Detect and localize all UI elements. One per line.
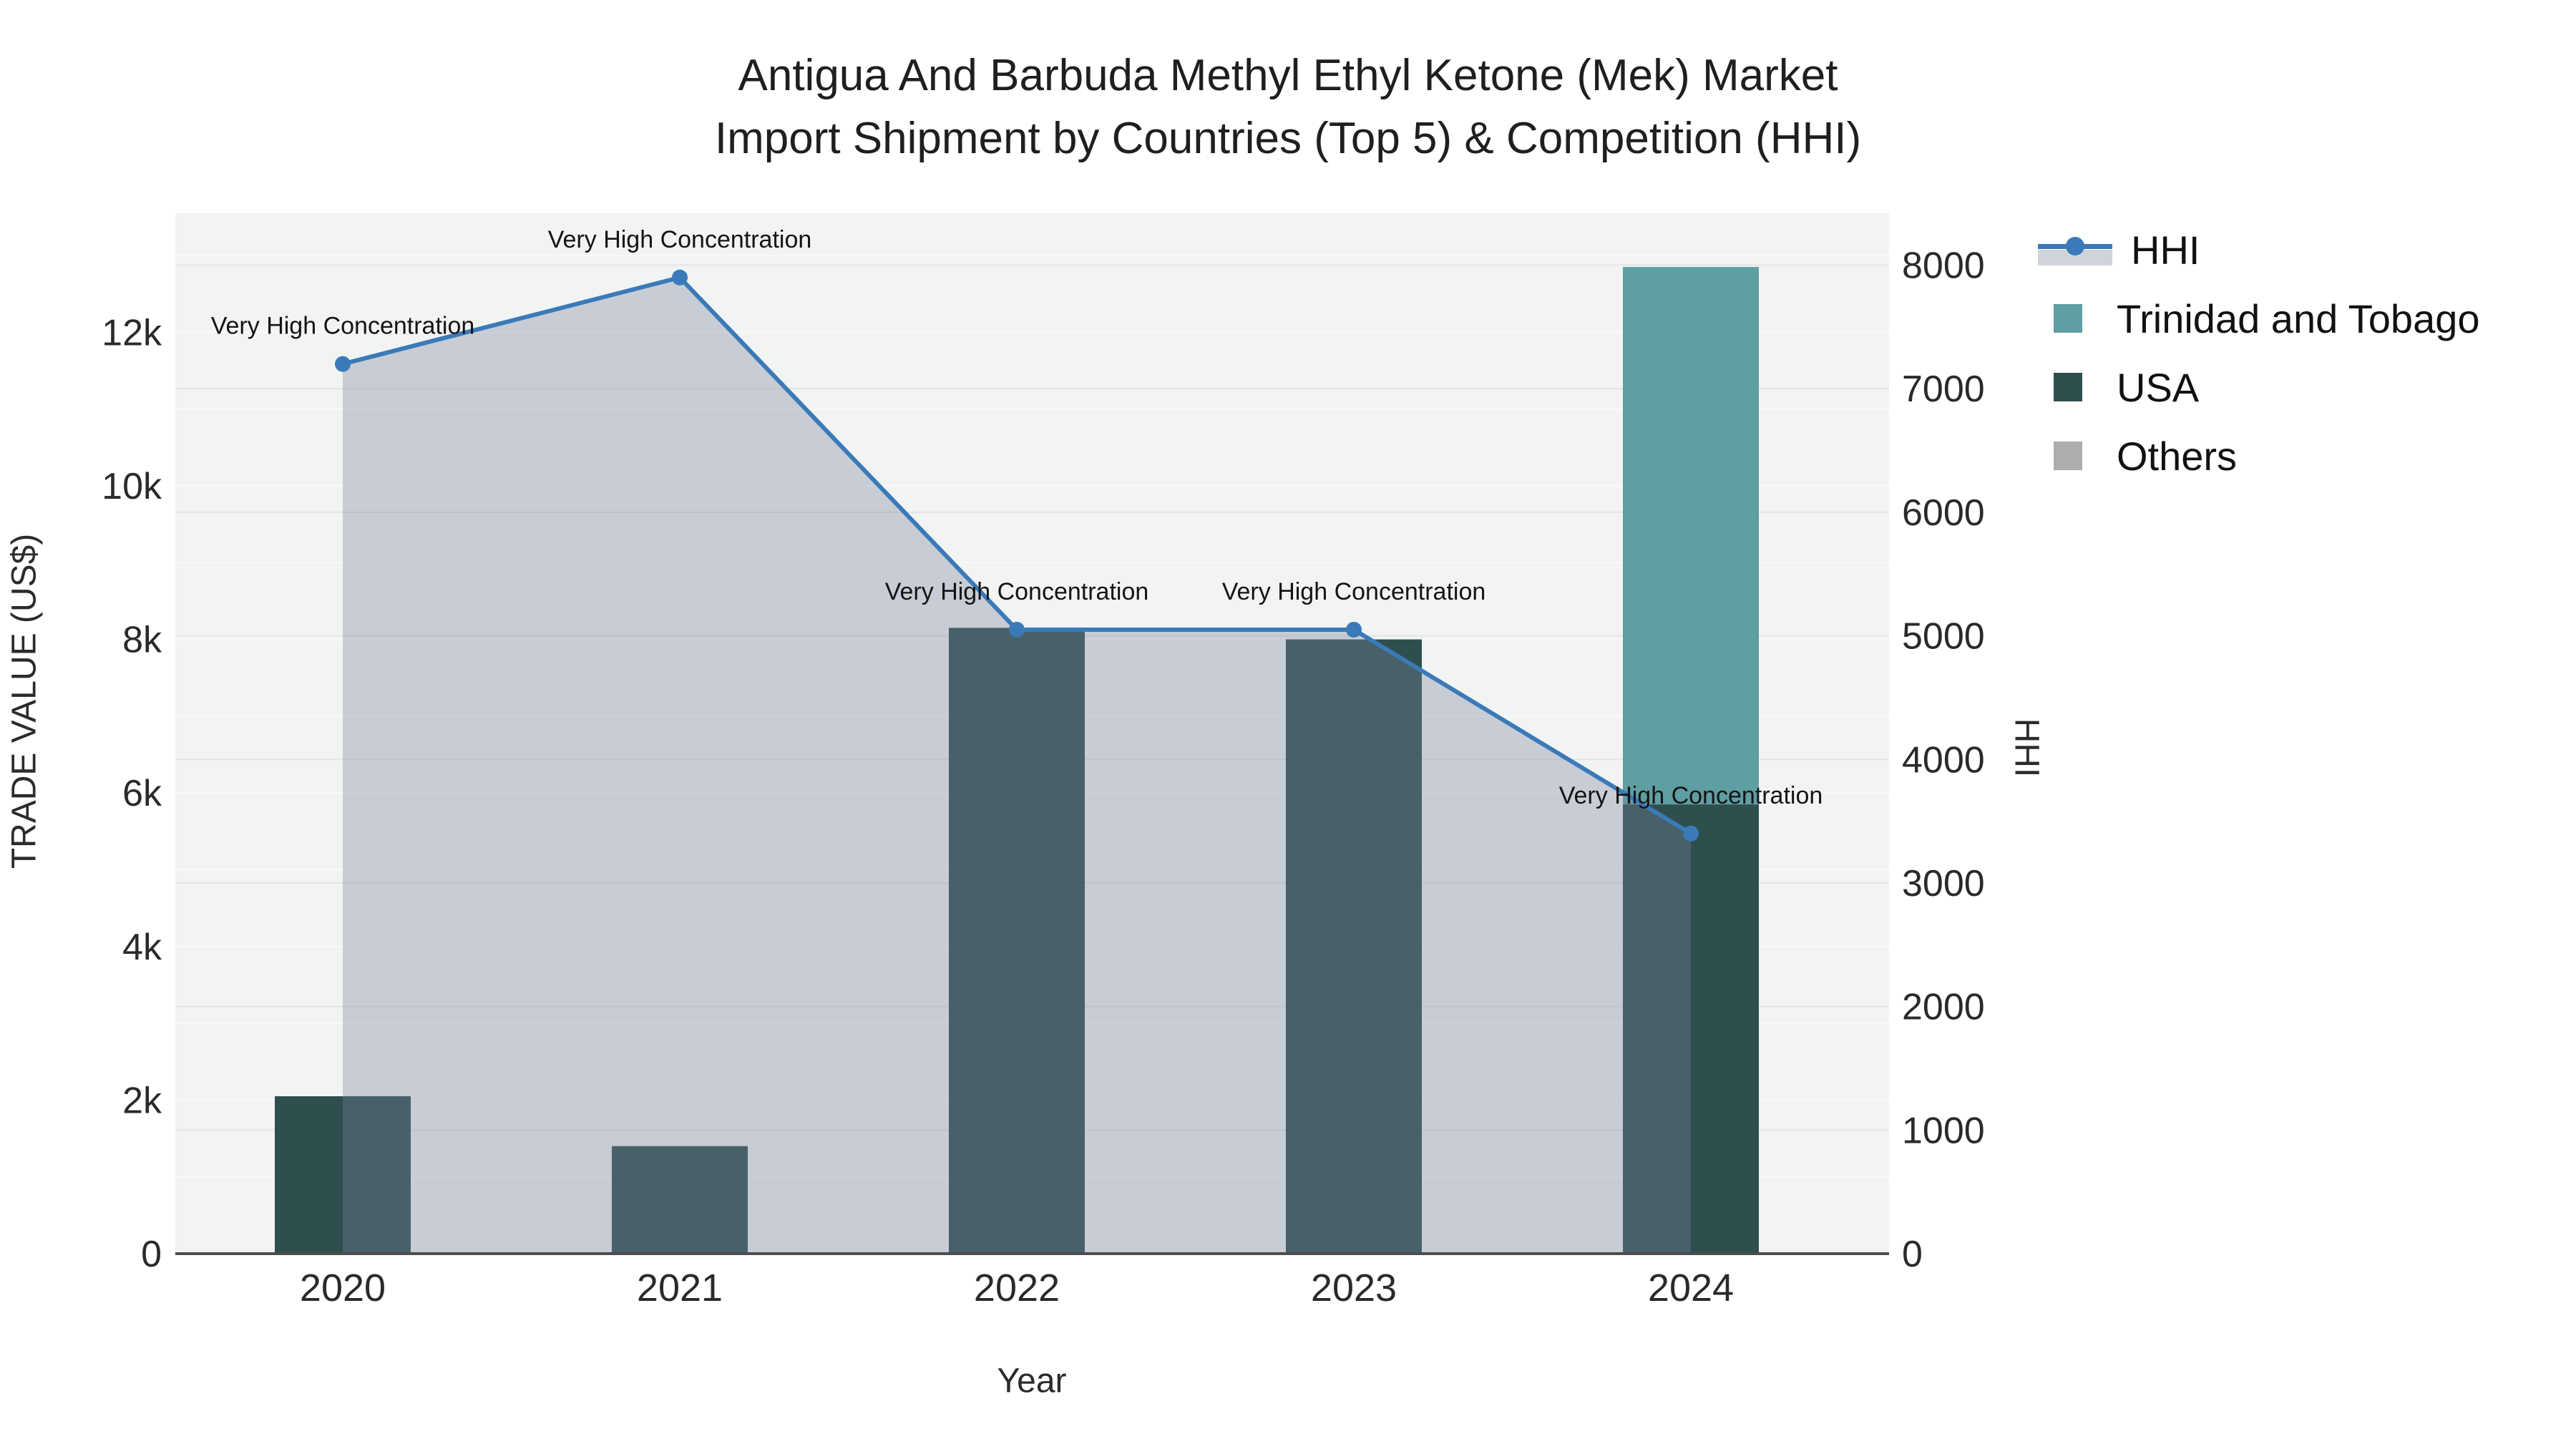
annotation-2024: Very High Concentration — [1559, 782, 1823, 809]
x-tick-label: 2020 — [300, 1267, 386, 1309]
hhi-marker-2024[interactable] — [1683, 825, 1699, 841]
legend-item-trinidad-and-tobago[interactable]: Trinidad and Tobago — [2038, 295, 2480, 342]
y-right-tick-label: 0 — [1902, 1234, 1923, 1275]
trinidad-swatch — [2054, 304, 2082, 333]
annotation-2023: Very High Concentration — [1222, 578, 1486, 605]
legend-item-hhi[interactable]: HHI — [2038, 226, 2480, 273]
annotation-2022: Very High Concentration — [885, 578, 1149, 605]
others-swatch — [2054, 441, 2082, 470]
hhi-marker-2020[interactable] — [335, 356, 351, 372]
usa-swatch — [2054, 373, 2082, 401]
legend-label: HHI — [2131, 227, 2200, 273]
y-left-tick-label: 6k — [122, 773, 162, 814]
x-axis-title: Year — [997, 1362, 1067, 1400]
hhi-marker-2022[interactable] — [1009, 621, 1025, 638]
chart-title-line1: Antigua And Barbuda Methyl Ethyl Ketone … — [738, 51, 1838, 100]
chart-title-line2: Import Shipment by Countries (Top 5) & C… — [714, 114, 1862, 163]
legend: HHI Trinidad and Tobago USA Others — [2038, 226, 2480, 479]
y-left-tick-label: 8k — [122, 620, 162, 661]
hhi-marker-2021[interactable] — [672, 269, 688, 286]
y-left-tick-label: 10k — [102, 466, 162, 507]
y-left-tick-label: 0 — [141, 1234, 162, 1275]
hhi-line-swatch — [2038, 228, 2112, 271]
y-right-tick-label: 2000 — [1902, 987, 1985, 1028]
bar-usa-2024[interactable] — [1623, 804, 1759, 1254]
bar-usa-2022[interactable] — [949, 628, 1085, 1254]
chart-title: Antigua And Barbuda Methyl Ethyl Ketone … — [0, 44, 2576, 170]
y-right-tick-label: 8000 — [1902, 245, 1985, 287]
y-right-tick-label: 3000 — [1902, 863, 1985, 904]
x-tick-label: 2023 — [1311, 1267, 1397, 1309]
y-left-tick-label: 4k — [122, 927, 162, 968]
legend-label: Others — [2117, 433, 2238, 479]
bar-usa-2020[interactable] — [275, 1096, 411, 1254]
x-tick-label: 2024 — [1648, 1267, 1734, 1309]
y-right-tick-label: 5000 — [1902, 616, 1985, 658]
hhi-marker-sample — [2066, 237, 2084, 255]
y-right-tick-label: 1000 — [1902, 1110, 1985, 1151]
bar-usa-2023[interactable] — [1286, 639, 1422, 1254]
annotation-2021: Very High Concentration — [548, 226, 812, 253]
y-right-tick-label: 7000 — [1902, 369, 1985, 410]
legend-item-others[interactable]: Others — [2038, 432, 2480, 479]
legend-label: Trinidad and Tobago — [2117, 296, 2480, 341]
x-tick-label: 2022 — [974, 1267, 1060, 1309]
y-left-tick-label: 2k — [122, 1080, 162, 1121]
legend-label: USA — [2117, 364, 2200, 410]
x-tick-label: 2021 — [637, 1267, 723, 1309]
annotation-2020: Very High Concentration — [211, 313, 475, 340]
hhi-marker-2023[interactable] — [1346, 621, 1362, 638]
bar-usa-2021[interactable] — [612, 1146, 748, 1254]
y-axis-title-right: HHI — [2007, 718, 2046, 778]
y-axis-title-left: TRADE VALUE (US$) — [5, 533, 44, 869]
legend-item-usa[interactable]: USA — [2038, 364, 2480, 411]
hhi-fill-swatch — [2038, 250, 2112, 265]
y-left-tick-label: 12k — [102, 312, 162, 353]
y-right-tick-label: 6000 — [1902, 492, 1985, 534]
y-right-tick-label: 4000 — [1902, 739, 1985, 781]
hhi-area-fill — [343, 277, 1691, 1254]
